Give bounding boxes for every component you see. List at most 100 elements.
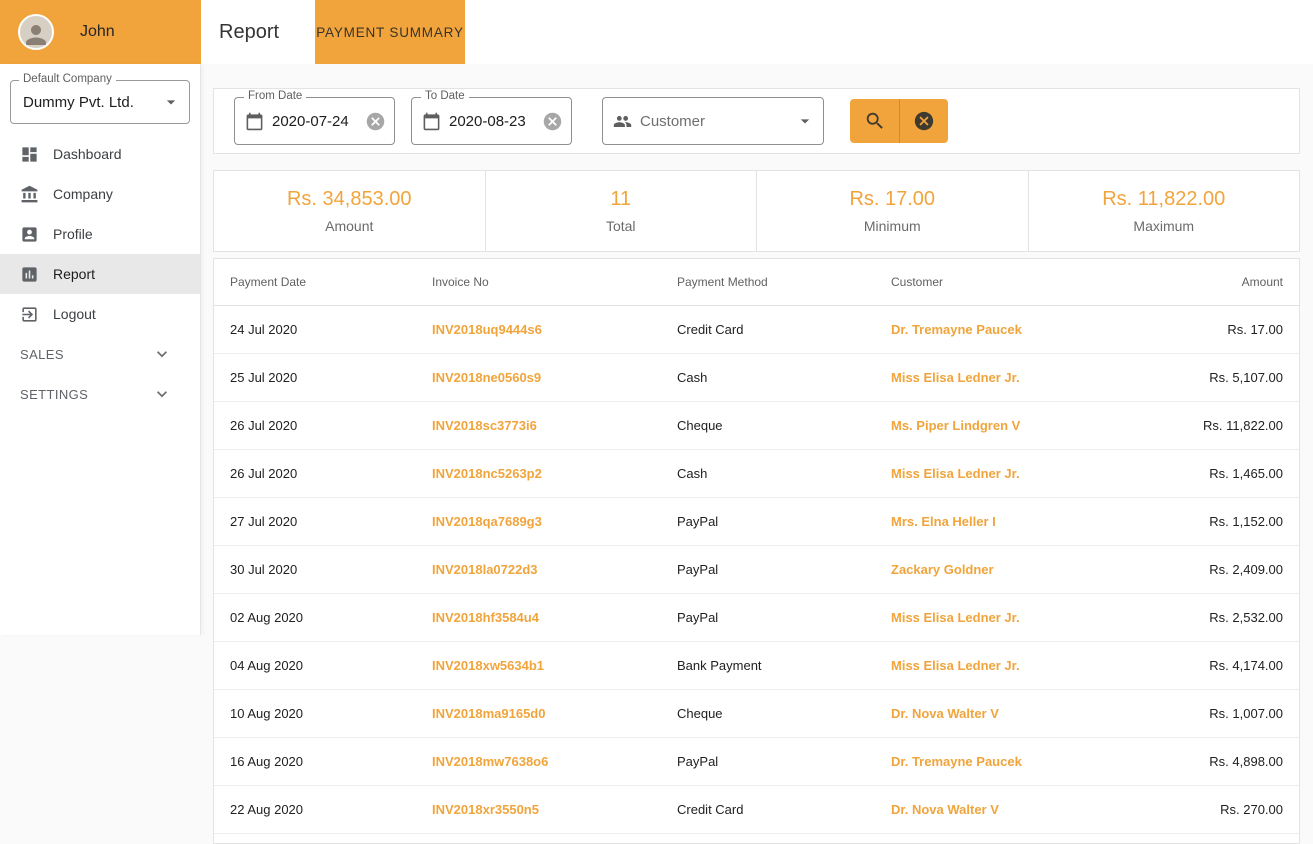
customer-link[interactable]: Dr. Nova Walter V	[891, 802, 999, 817]
to-date-label: To Date	[421, 90, 469, 102]
amount-cell: Rs. 2,409.00	[1209, 562, 1283, 577]
sidebar-item-logout[interactable]: Logout	[0, 294, 200, 334]
table-row: 16 Aug 2020 INV2018mw7638o6 PayPal Dr. T…	[214, 738, 1299, 786]
payment-date-cell: 16 Aug 2020	[230, 754, 304, 769]
customer-link[interactable]: Dr. Tremayne Paucek	[891, 754, 1022, 769]
table-body: 24 Jul 2020 INV2018uq9444s6 Credit Card …	[214, 306, 1299, 834]
summary-value: 11	[610, 188, 632, 210]
from-date-field[interactable]: From Date 2020-07-24	[234, 90, 395, 145]
invoice-link[interactable]: INV2018xr3550n5	[432, 802, 539, 817]
payment-method-cell: Cheque	[677, 418, 723, 433]
amount-cell: Rs. 4,898.00	[1209, 754, 1283, 769]
sidebar-item-label: Dashboard	[53, 146, 122, 162]
invoice-link[interactable]: INV2018sc3773i6	[432, 418, 537, 433]
sidebar-item-dashboard[interactable]: Dashboard	[0, 134, 200, 174]
sidebar-item-report[interactable]: Report	[0, 254, 200, 294]
default-company-select[interactable]: Default Company Dummy Pvt. Ltd.	[10, 73, 190, 124]
people-icon	[613, 115, 632, 127]
summary-label: Maximum	[1133, 218, 1195, 234]
amount-cell: Rs. 2,532.00	[1209, 610, 1283, 625]
search-icon	[866, 112, 883, 129]
sidebar-item-company[interactable]: Company	[0, 174, 200, 214]
customer-link[interactable]: Ms. Piper Lindgren V	[891, 418, 1021, 433]
table-row: 27 Jul 2020 INV2018qa7689g3 PayPal Mrs. …	[214, 498, 1299, 546]
invoice-link[interactable]: INV2018ma9165d0	[432, 706, 546, 721]
sidebar-item-profile[interactable]: Profile	[0, 214, 200, 254]
header-payment-method: Payment Method	[677, 275, 768, 289]
sidebar-group-sales[interactable]: SALES	[0, 334, 200, 374]
amount-cell: Rs. 11,822.00	[1203, 418, 1283, 433]
summary-value: Rs. 11,822.00	[1102, 188, 1226, 210]
filter-actions	[850, 99, 948, 143]
payment-date-cell: 27 Jul 2020	[230, 514, 298, 529]
sidebar-group-settings[interactable]: SETTINGS	[0, 374, 200, 414]
summary-label: Minimum	[863, 218, 921, 234]
table-row: 26 Jul 2020 INV2018nc5263p2 Cash Miss El…	[214, 450, 1299, 498]
cancel-icon	[366, 112, 385, 130]
invoice-link[interactable]: INV2018nc5263p2	[432, 466, 542, 481]
summary-bar: Rs. 34,853.00 Amount 11 Total Rs. 17.00 …	[213, 170, 1300, 252]
invoice-link[interactable]: INV2018ne0560s9	[432, 370, 542, 385]
header-invoice-no: Invoice No	[432, 275, 489, 289]
table-row: 02 Aug 2020 INV2018hf3584u4 PayPal Miss …	[214, 594, 1299, 642]
bank-icon	[21, 185, 38, 202]
table-header-row: Payment Date Invoice No Payment Method C…	[214, 259, 1299, 306]
search-button[interactable]	[850, 99, 899, 143]
user-name: John	[80, 23, 115, 40]
summary-maximum: Rs. 11,822.00 Maximum	[1027, 171, 1300, 251]
to-date-value: 2020-08-23	[449, 112, 526, 130]
customer-link[interactable]: Mrs. Elna Heller I	[891, 514, 996, 529]
table-row: 24 Jul 2020 INV2018uq9444s6 Credit Card …	[214, 306, 1299, 354]
tab-payment-summary[interactable]: PAYMENT SUMMARY	[315, 0, 465, 64]
customer-select[interactable]: Customer	[602, 97, 824, 145]
invoice-link[interactable]: INV2018qa7689g3	[432, 514, 542, 529]
payment-method-cell: Cheque	[677, 706, 723, 721]
invoice-link[interactable]: INV2018la0722d3	[432, 562, 538, 577]
to-date-field[interactable]: To Date 2020-08-23	[411, 90, 572, 145]
customer-link[interactable]: Miss Elisa Ledner Jr.	[891, 370, 1020, 385]
payment-date-cell: 04 Aug 2020	[230, 658, 304, 673]
customer-link[interactable]: Dr. Tremayne Paucek	[891, 322, 1022, 337]
customer-link[interactable]: Miss Elisa Ledner Jr.	[891, 610, 1020, 625]
sidebar-item-label: Company	[53, 186, 113, 202]
payment-method-cell: PayPal	[677, 610, 719, 625]
table-row: 25 Jul 2020 INV2018ne0560s9 Cash Miss El…	[214, 354, 1299, 402]
customer-link[interactable]: Zackary Goldner	[891, 562, 994, 577]
summary-value: Rs. 34,853.00	[286, 188, 412, 210]
payment-method-cell: Cash	[677, 466, 708, 481]
sidebar-item-label: Report	[53, 266, 96, 282]
invoice-link[interactable]: INV2018mw7638o6	[432, 754, 549, 769]
summary-value: Rs. 17.00	[849, 188, 936, 210]
invoice-link[interactable]: INV2018hf3584u4	[432, 610, 539, 625]
page-title: Report	[219, 20, 280, 43]
clear-filters-button[interactable]	[899, 99, 948, 143]
payment-method-cell: Credit Card	[677, 802, 744, 817]
customer-link[interactable]: Miss Elisa Ledner Jr.	[891, 466, 1020, 481]
payment-method-cell: PayPal	[677, 562, 719, 577]
amount-cell: Rs. 17.00	[1227, 322, 1283, 337]
app-header: John Report PAYMENT SUMMARY	[0, 0, 1313, 64]
invoice-link[interactable]: INV2018xw5634b1	[432, 658, 545, 673]
amount-cell: Rs. 4,174.00	[1209, 658, 1283, 673]
payment-date-cell: 26 Jul 2020	[230, 418, 298, 433]
summary-label: Amount	[325, 218, 374, 234]
customer-placeholder: Customer	[640, 112, 706, 130]
header-customer: Customer	[891, 275, 944, 289]
amount-cell: Rs. 270.00	[1220, 802, 1283, 817]
invoice-link[interactable]: INV2018uq9444s6	[432, 322, 542, 337]
customer-link[interactable]: Miss Elisa Ledner Jr.	[891, 658, 1020, 673]
to-date-clear-button[interactable]	[542, 111, 563, 132]
avatar[interactable]	[18, 14, 54, 50]
filter-bar: From Date 2020-07-24 To Date 2020-08-23 …	[213, 88, 1300, 154]
payments-table: Payment Date Invoice No Payment Method C…	[213, 258, 1300, 844]
amount-cell: Rs. 1,007.00	[1209, 706, 1283, 721]
payment-method-cell: PayPal	[677, 754, 719, 769]
from-date-clear-button[interactable]	[365, 111, 386, 132]
payment-date-cell: 22 Aug 2020	[230, 802, 304, 817]
cancel-icon	[543, 112, 562, 130]
calendar-icon	[423, 112, 440, 130]
summary-label: Total	[605, 218, 636, 234]
customer-link[interactable]: Dr. Nova Walter V	[891, 706, 999, 721]
amount-cell: Rs. 5,107.00	[1209, 370, 1283, 385]
default-company-value: Dummy Pvt. Ltd.	[23, 93, 134, 111]
